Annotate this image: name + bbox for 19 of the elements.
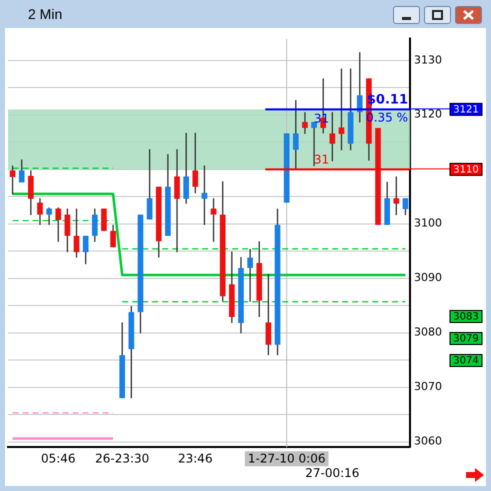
ref-line-label: 3110	[453, 164, 479, 176]
ref-line-label: 3121	[453, 104, 479, 116]
x-tick-label: 05:46	[40, 452, 76, 466]
y-tick-label: 3090	[414, 271, 442, 284]
text: 3079	[453, 334, 479, 345]
x-tick-label: 1-27-10 0:06	[248, 452, 326, 466]
x-tick-label: 26-23:30	[95, 452, 150, 466]
y-tick-label: 3060	[414, 434, 442, 448]
y-tick-label: 3120	[414, 108, 442, 121]
x-tick-label: 23:46	[178, 452, 213, 466]
y-tick-label: 3080	[414, 326, 442, 339]
y-tick-label: 3070	[414, 380, 442, 394]
y-tick-label: 3100	[414, 216, 442, 230]
chart-title: 2 Min	[28, 6, 62, 22]
x-tick-label: 27-00:16	[305, 466, 360, 480]
annotation: 31	[314, 152, 330, 166]
y-tick-label: 3130	[414, 53, 442, 66]
text: 3074	[453, 356, 479, 367]
text: 3083	[453, 312, 479, 323]
